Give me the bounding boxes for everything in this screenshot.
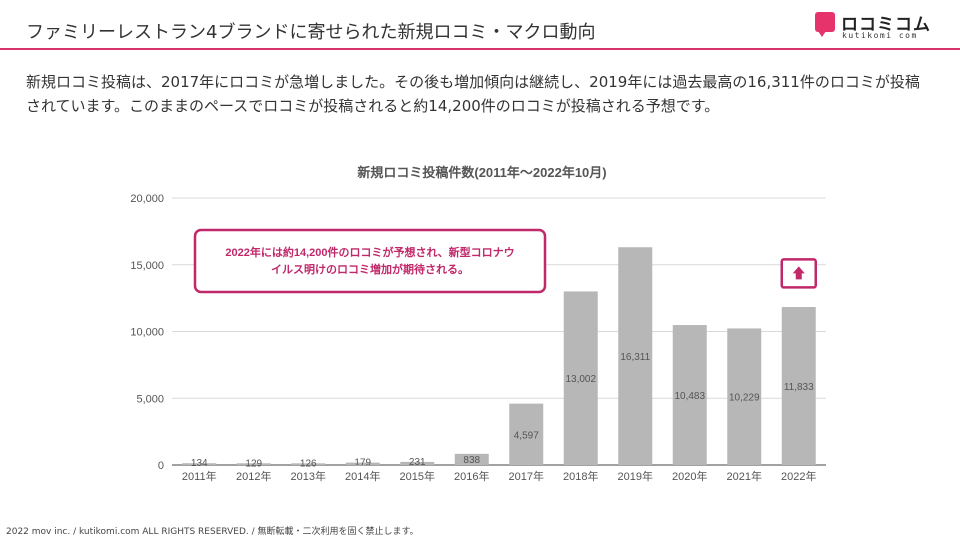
y-tick-label: 15,000: [130, 260, 164, 272]
data-label: 10,483: [674, 391, 705, 402]
chart-container: 新規ロコミ投稿件数(2011年〜2022年10月) 0 5,000 10,000 15…: [0, 155, 960, 495]
data-label: 126: [300, 458, 317, 469]
bar: [781, 307, 816, 465]
bar: [291, 463, 326, 465]
x-tick-label: 2016年: [454, 469, 489, 483]
bar: [345, 462, 380, 465]
footer-copyright: 2022 mov inc. / kutikomi.com ALL RIGHTS …: [6, 527, 419, 537]
logo-subtext: kutikomi com: [842, 31, 918, 40]
bars: 134 129 126 179 231 838 4,597 13,002 16,311 10,48…: [182, 247, 816, 469]
bar: [182, 463, 217, 465]
description-text: 新規ロコミ投稿は、2017年にロコミが急増しました。その後も増加傾向は継続し、2…: [26, 73, 920, 115]
y-tick-label: 5,000: [136, 393, 164, 405]
y-tick-label: 10,000: [130, 327, 164, 339]
header: ファミリーレストラン4ブランドに寄せられた新規ロコミ・マクロ動向 ロコミコム k…: [0, 0, 960, 50]
x-tick-label: 2011年: [182, 469, 217, 483]
data-label: 13,002: [565, 374, 596, 385]
bar-chart: 新規ロコミ投稿件数(2011年〜2022年10月) 0 5,000 10,000 15…: [130, 165, 826, 483]
logo-text: ロコミコム: [841, 15, 931, 35]
x-tick-label: 2022年: [781, 469, 816, 483]
y-axis: 0 5,000 10,000 15,000 20,000: [130, 193, 164, 472]
data-label: 10,229: [729, 393, 760, 404]
data-label: 838: [463, 455, 480, 466]
bar: [563, 291, 598, 465]
data-label: 4,597: [514, 430, 539, 441]
x-axis: 2011年 2012年 2013年 2014年 2015年 2016年 2017年 2018年…: [182, 469, 817, 483]
data-label: 231: [409, 457, 426, 468]
brand-logo[interactable]: ロコミコム kutikomi com: [815, 12, 935, 42]
data-label: 179: [354, 458, 371, 469]
data-label: 16,311: [620, 352, 650, 363]
x-tick-label: 2017年: [509, 469, 544, 483]
callout-box: [193, 228, 547, 294]
bar: [509, 403, 544, 465]
y-tick-label: 0: [158, 460, 164, 472]
callout-text-line1: 2022年には約14,200件のロコミが予想され、新型コロナウ: [225, 245, 514, 259]
y-tick-label: 20,000: [130, 193, 164, 205]
bar: [727, 328, 762, 465]
page-title: ファミリーレストラン4ブランドに寄せられた新規ロコミ・マクロ動向: [26, 22, 596, 43]
bar: [618, 247, 653, 465]
x-tick-label: 2021年: [727, 469, 762, 483]
data-label: 134: [191, 458, 208, 469]
bar: [400, 461, 435, 465]
x-tick-label: 2013年: [291, 469, 326, 483]
bar: [672, 325, 707, 465]
chart-title: 新規ロコミ投稿件数(2011年〜2022年10月): [357, 165, 606, 180]
x-tick-label: 2020年: [672, 469, 707, 483]
x-tick-label: 2018年: [563, 469, 598, 483]
header-divider: [0, 48, 960, 50]
data-label: 11,833: [784, 382, 814, 393]
x-tick-label: 2015年: [400, 469, 435, 483]
bar: [454, 453, 489, 465]
speech-bubble-icon: [815, 12, 835, 37]
x-tick-label: 2019年: [618, 469, 653, 483]
x-tick-label: 2012年: [236, 469, 271, 483]
x-tick-label: 2014年: [345, 469, 380, 483]
bar: [236, 463, 271, 465]
callout-text-line2: イルス明けのロコミ増加が期待される。: [271, 262, 469, 276]
data-label: 129: [245, 458, 262, 469]
callout-annotation: 2022年には約14,200件のロコミが予想され、新型コロナウイルス明けのロコミ…: [193, 228, 817, 294]
up-arrow-icon: [792, 266, 805, 280]
